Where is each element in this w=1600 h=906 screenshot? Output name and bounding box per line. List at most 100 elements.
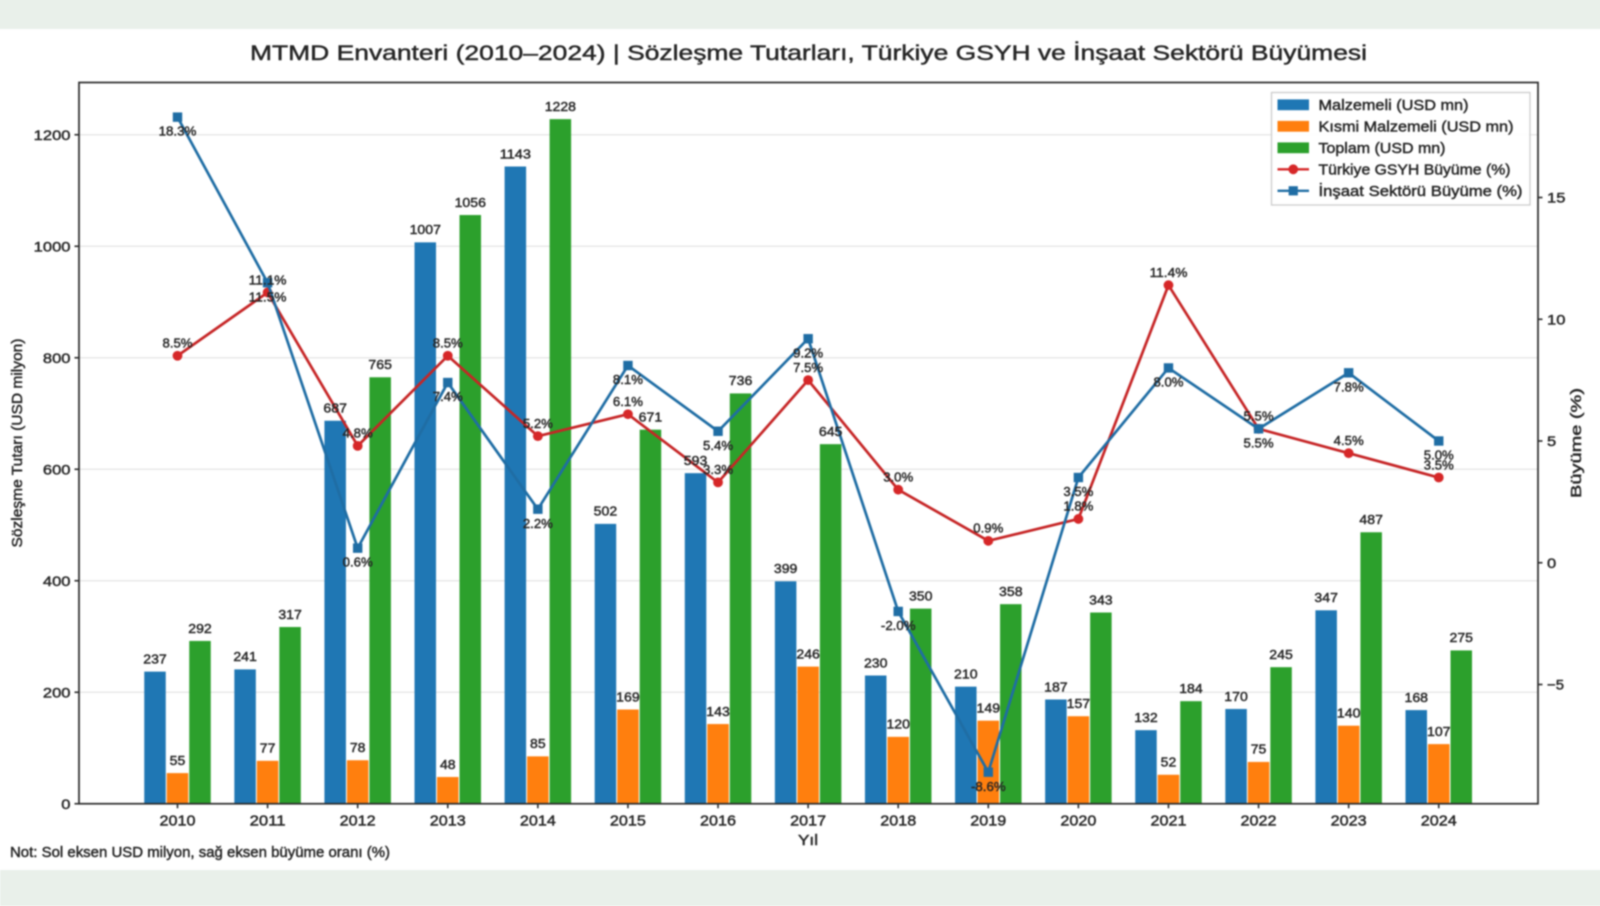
svg-text:4.5%: 4.5%: [1334, 433, 1364, 448]
svg-text:2013: 2013: [430, 814, 466, 830]
svg-text:1007: 1007: [410, 222, 441, 237]
svg-text:2024: 2024: [1421, 814, 1457, 830]
svg-text:1000: 1000: [34, 239, 71, 255]
svg-text:358: 358: [999, 584, 1023, 599]
svg-text:2021: 2021: [1150, 814, 1186, 830]
svg-text:11.5%: 11.5%: [249, 289, 287, 304]
svg-text:292: 292: [188, 621, 212, 636]
svg-text:5.4%: 5.4%: [703, 438, 733, 453]
svg-text:5.5%: 5.5%: [1244, 435, 1274, 450]
svg-text:187: 187: [1044, 679, 1068, 694]
svg-text:502: 502: [594, 504, 618, 519]
svg-text:3.5%: 3.5%: [1424, 457, 1454, 472]
svg-text:2022: 2022: [1241, 814, 1277, 830]
svg-text:3.3%: 3.3%: [703, 462, 733, 477]
svg-text:347: 347: [1314, 590, 1338, 605]
svg-text:6.1%: 6.1%: [613, 394, 643, 409]
svg-text:55: 55: [170, 753, 186, 768]
svg-text:75: 75: [1251, 742, 1267, 757]
svg-text:600: 600: [43, 462, 71, 478]
svg-text:2011: 2011: [250, 814, 286, 830]
svg-text:246: 246: [796, 646, 820, 661]
svg-text:0: 0: [1547, 556, 1556, 572]
svg-text:85: 85: [530, 736, 546, 751]
svg-text:350: 350: [909, 588, 933, 603]
svg-text:0.9%: 0.9%: [973, 521, 1003, 536]
svg-text:Malzemeli (USD mn): Malzemeli (USD mn): [1319, 98, 1469, 114]
svg-text:15: 15: [1547, 191, 1566, 207]
svg-text:Büyüme (%): Büyüme (%): [1569, 388, 1585, 498]
svg-text:2018: 2018: [880, 814, 916, 830]
svg-text:0.6%: 0.6%: [343, 555, 373, 570]
svg-text:2017: 2017: [790, 814, 826, 830]
svg-text:2010: 2010: [160, 814, 196, 830]
svg-text:671: 671: [639, 409, 663, 424]
svg-text:2014: 2014: [520, 814, 556, 830]
svg-text:1143: 1143: [500, 146, 531, 161]
svg-text:645: 645: [819, 424, 843, 439]
svg-text:-8.6%: -8.6%: [971, 779, 1006, 794]
svg-text:169: 169: [616, 689, 640, 704]
svg-text:2.2%: 2.2%: [523, 516, 553, 531]
svg-text:Sözleşme Tutarı (USD milyon): Sözleşme Tutarı (USD milyon): [10, 339, 26, 548]
svg-text:230: 230: [864, 655, 888, 670]
svg-text:8.0%: 8.0%: [1153, 375, 1183, 390]
svg-text:77: 77: [260, 741, 276, 756]
svg-text:140: 140: [1337, 706, 1361, 721]
svg-text:5.2%: 5.2%: [523, 416, 553, 431]
svg-text:275: 275: [1450, 630, 1474, 645]
svg-text:593: 593: [684, 453, 708, 468]
svg-text:317: 317: [278, 607, 302, 622]
svg-text:120: 120: [886, 717, 910, 732]
svg-text:200: 200: [43, 685, 71, 701]
svg-text:157: 157: [1067, 696, 1091, 711]
svg-text:7.8%: 7.8%: [1334, 379, 1364, 394]
svg-text:11.1%: 11.1%: [249, 272, 287, 287]
svg-text:8.5%: 8.5%: [163, 336, 193, 351]
svg-text:170: 170: [1224, 689, 1248, 704]
svg-text:78: 78: [350, 740, 366, 755]
svg-text:237: 237: [143, 651, 167, 666]
svg-text:3.0%: 3.0%: [883, 470, 913, 485]
svg-text:399: 399: [774, 561, 798, 576]
svg-text:149: 149: [977, 700, 1001, 715]
svg-text:2020: 2020: [1060, 814, 1096, 830]
svg-text:2023: 2023: [1331, 814, 1367, 830]
svg-text:5.0%: 5.0%: [1424, 448, 1454, 463]
svg-text:7.5%: 7.5%: [793, 360, 823, 375]
svg-text:2015: 2015: [610, 814, 646, 830]
svg-text:10: 10: [1547, 312, 1566, 328]
svg-text:3.5%: 3.5%: [1063, 484, 1093, 499]
svg-text:4.8%: 4.8%: [343, 426, 373, 441]
svg-text:Türkiye GSYH Büyüme (%): Türkiye GSYH Büyüme (%): [1319, 162, 1511, 178]
svg-text:Toplam (USD mn): Toplam (USD mn): [1319, 141, 1446, 157]
svg-text:-2.0%: -2.0%: [881, 618, 916, 633]
svg-text:Yıl: Yıl: [798, 833, 818, 849]
svg-text:2016: 2016: [700, 814, 736, 830]
svg-text:MTMD Envanteri (2010–2024) | S: MTMD Envanteri (2010–2024) | Sözleşme Tu…: [250, 41, 1367, 65]
svg-text:8.1%: 8.1%: [613, 372, 643, 387]
svg-text:7.4%: 7.4%: [433, 389, 463, 404]
svg-text:5.5%: 5.5%: [1244, 409, 1274, 424]
svg-text:210: 210: [954, 666, 978, 681]
svg-text:400: 400: [43, 574, 71, 590]
svg-text:8.5%: 8.5%: [433, 336, 463, 351]
svg-text:687: 687: [323, 401, 347, 416]
svg-text:5: 5: [1547, 434, 1556, 450]
svg-text:0: 0: [61, 797, 70, 813]
svg-text:184: 184: [1179, 681, 1203, 696]
svg-text:168: 168: [1405, 690, 1429, 705]
svg-text:1056: 1056: [455, 195, 486, 210]
svg-text:11.4%: 11.4%: [1150, 265, 1188, 280]
svg-text:−5: −5: [1547, 678, 1564, 694]
svg-text:765: 765: [368, 357, 392, 372]
svg-text:736: 736: [729, 373, 753, 388]
svg-text:487: 487: [1359, 512, 1383, 527]
svg-text:245: 245: [1269, 647, 1293, 662]
svg-text:343: 343: [1089, 592, 1113, 607]
svg-text:İnşaat Sektörü Büyüme (%): İnşaat Sektörü Büyüme (%): [1319, 182, 1523, 200]
svg-text:2019: 2019: [970, 814, 1006, 830]
svg-text:143: 143: [706, 704, 730, 719]
svg-text:9.2%: 9.2%: [793, 345, 823, 360]
svg-text:241: 241: [233, 649, 257, 664]
